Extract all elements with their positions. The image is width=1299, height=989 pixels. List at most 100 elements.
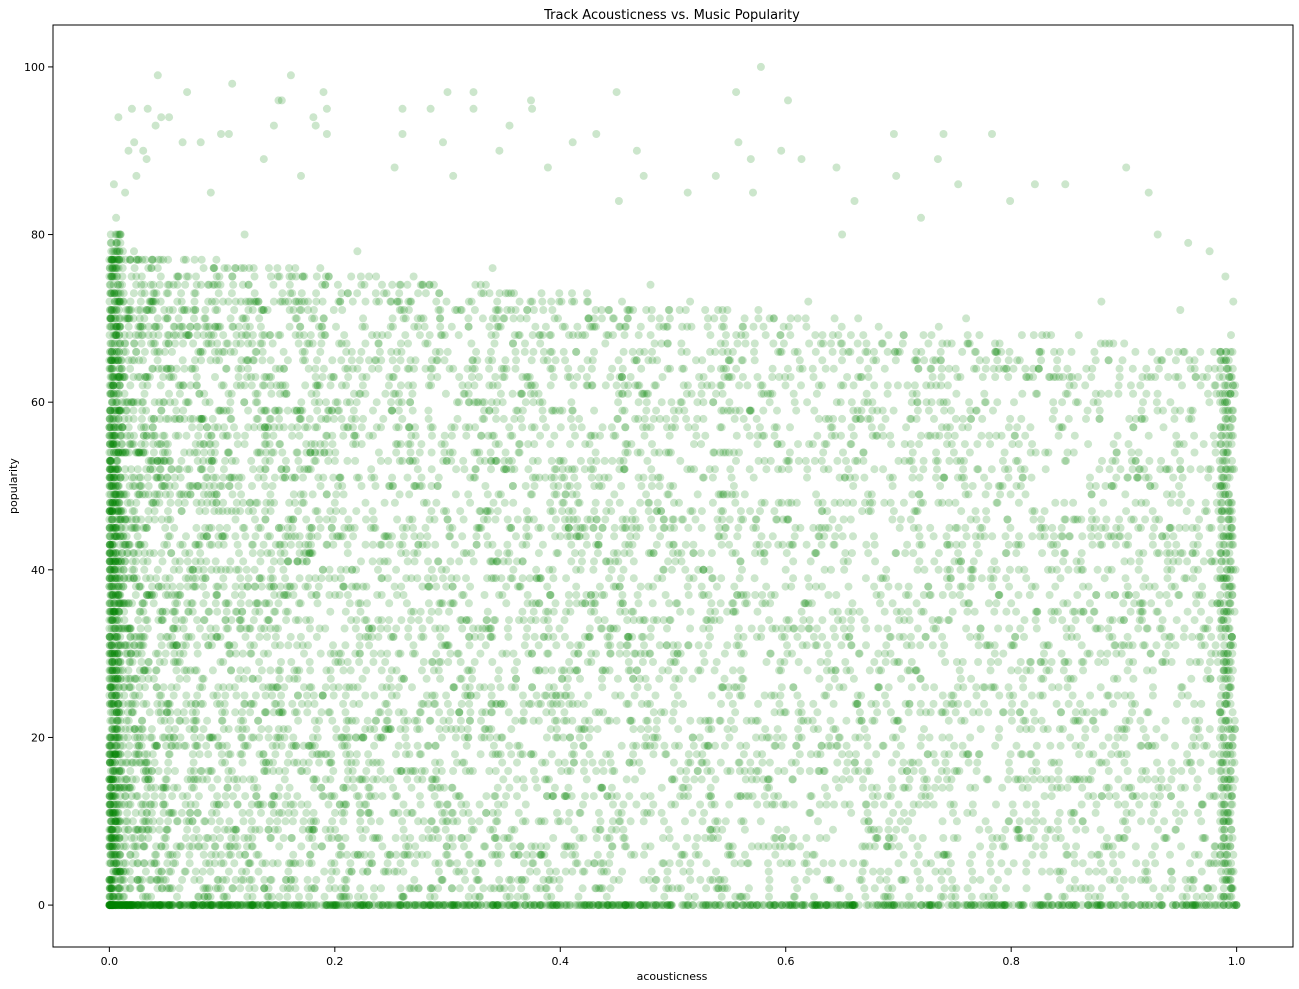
scatter-point: [201, 817, 210, 826]
scatter-point: [269, 431, 278, 440]
scatter-point: [829, 699, 838, 708]
scatter-point: [178, 356, 187, 365]
scatter-point: [903, 666, 912, 675]
scatter-point: [125, 783, 134, 792]
scatter-point: [770, 691, 779, 700]
scatter-point: [367, 850, 376, 859]
scatter-point: [161, 482, 170, 490]
scatter-point: [500, 373, 509, 381]
scatter-point: [690, 775, 699, 784]
scatter-point: [361, 297, 370, 306]
scatter-point: [924, 582, 933, 591]
scatter-point: [459, 549, 468, 558]
scatter-point: [725, 540, 734, 549]
scatter-point: [827, 431, 836, 440]
scatter-point: [858, 783, 867, 792]
scatter-point: [1033, 607, 1042, 616]
scatter-point: [489, 741, 498, 750]
scatter-point: [1067, 817, 1076, 826]
scatter-point: [912, 507, 920, 516]
scatter-point: [197, 465, 206, 474]
scatter-point: [114, 557, 122, 566]
scatter-point: [337, 339, 346, 348]
scatter-point: [851, 767, 859, 775]
scatter-point: [974, 641, 983, 650]
scatter-point: [117, 490, 126, 499]
scatter-point: [150, 758, 159, 767]
scatter-point: [1004, 473, 1013, 482]
scatter-point: [1175, 440, 1184, 449]
scatter-point: [1070, 875, 1079, 884]
scatter-point: [282, 616, 291, 625]
scatter-point: [108, 850, 117, 859]
scatter-point: [283, 356, 292, 365]
scatter-point: [1056, 741, 1065, 750]
scatter-point: [648, 440, 656, 449]
scatter-point: [784, 465, 793, 474]
scatter-point: [196, 414, 205, 423]
scatter-point: [774, 825, 783, 834]
scatter-point: [637, 364, 646, 373]
scatter-point: [331, 448, 340, 457]
scatter-point: [185, 850, 194, 859]
scatter-point: [1039, 850, 1048, 859]
scatter-point: [285, 272, 294, 281]
scatter-point: [324, 800, 333, 809]
scatter-point: [807, 792, 816, 801]
scatter-point: [152, 289, 161, 298]
scatter-point: [427, 381, 436, 390]
scatter-point: [359, 733, 368, 742]
scatter-point: [427, 373, 435, 381]
scatter-point: [745, 465, 754, 474]
scatter-point: [105, 574, 114, 583]
scatter-point: [732, 901, 741, 910]
scatter-point: [906, 901, 915, 910]
scatter-point: [327, 373, 335, 381]
scatter-point: [1127, 456, 1136, 465]
scatter-point: [1097, 884, 1106, 893]
scatter-point: [667, 398, 676, 407]
scatter-point: [162, 775, 171, 784]
scatter-point: [596, 817, 605, 826]
scatter-point: [240, 381, 249, 390]
scatter-point: [400, 306, 409, 314]
scatter-point: [988, 582, 997, 591]
scatter-point: [957, 716, 966, 725]
scatter-point: [254, 523, 263, 532]
scatter-point: [681, 565, 690, 574]
scatter-point: [277, 691, 286, 700]
scatter-point: [579, 741, 588, 750]
scatter-point: [197, 356, 206, 365]
scatter-point: [825, 733, 834, 742]
scatter-point: [254, 901, 263, 910]
scatter-point: [125, 482, 134, 490]
scatter-point: [839, 859, 848, 868]
scatter-point: [853, 339, 862, 348]
scatter-point: [483, 490, 492, 499]
scatter-point: [396, 859, 405, 868]
scatter-point: [348, 364, 357, 373]
scatter-point: [685, 574, 694, 583]
scatter-point: [351, 456, 360, 465]
scatter-point: [478, 314, 487, 323]
scatter-point: [271, 624, 280, 633]
scatter-point: [976, 624, 985, 633]
scatter-point: [110, 767, 119, 775]
scatter-point: [313, 532, 322, 541]
scatter-point: [760, 792, 769, 801]
scatter-point: [867, 783, 876, 792]
scatter-point: [1161, 465, 1170, 474]
scatter-point: [785, 448, 794, 457]
scatter-point: [105, 582, 114, 591]
scatter-point: [130, 507, 139, 516]
scatter-point: [296, 632, 305, 641]
scatter-point: [659, 523, 668, 532]
scatter-point: [270, 498, 279, 507]
scatter-point: [339, 817, 348, 826]
scatter-point: [203, 532, 212, 541]
scatter-point: [749, 473, 758, 482]
scatter-point: [1060, 892, 1069, 901]
scatter-point: [789, 800, 798, 809]
scatter-point: [568, 507, 577, 516]
scatter-point: [219, 473, 228, 482]
